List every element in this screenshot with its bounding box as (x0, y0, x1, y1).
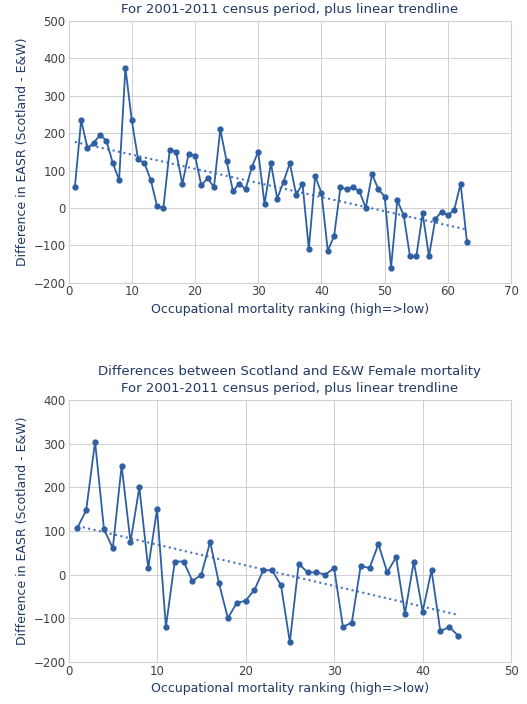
Title: Differences between Scotland and E&W Male mortality
For 2001-2011 census period,: Differences between Scotland and E&W Mal… (106, 0, 473, 15)
X-axis label: Occupational mortality ranking (high=>low): Occupational mortality ranking (high=>lo… (151, 303, 429, 315)
Y-axis label: Difference in EASR (Scotland - E&W): Difference in EASR (Scotland - E&W) (16, 37, 30, 266)
Title: Differences between Scotland and E&W Female mortality
For 2001-2011 census perio: Differences between Scotland and E&W Fem… (99, 365, 481, 395)
Y-axis label: Difference in EASR (Scotland - E&W): Difference in EASR (Scotland - E&W) (16, 417, 30, 646)
X-axis label: Occupational mortality ranking (high=>low): Occupational mortality ranking (high=>lo… (151, 681, 429, 695)
